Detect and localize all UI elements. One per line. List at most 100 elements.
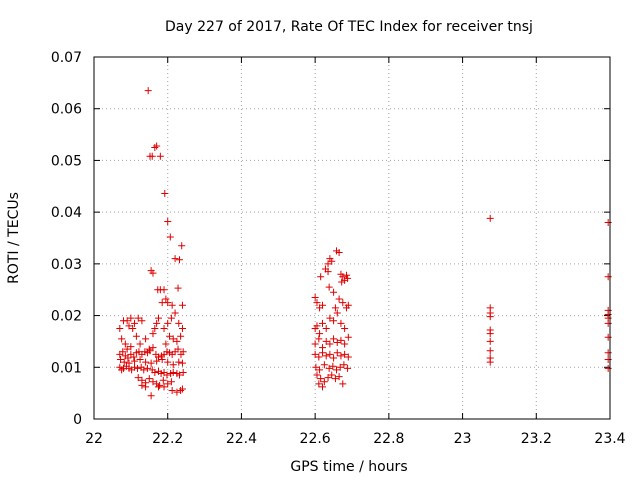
data-point: [164, 319, 172, 327]
data-point: [176, 256, 184, 264]
data-point: [604, 273, 612, 281]
data-point: [337, 336, 345, 344]
data-point: [337, 352, 345, 360]
data-point: [342, 271, 350, 279]
data-point: [338, 278, 346, 286]
y-tick-label: 0.02: [51, 309, 82, 325]
data-point: [486, 358, 494, 366]
data-point: [178, 359, 186, 367]
data-point: [123, 345, 131, 353]
data-point: [155, 353, 162, 361]
data-point: [140, 366, 148, 374]
data-point: [486, 330, 494, 338]
data-point: [156, 381, 164, 389]
data-point: [142, 383, 150, 391]
y-tick-label: 0.04: [51, 205, 82, 221]
data-point: [313, 322, 321, 330]
data-point: [311, 350, 319, 358]
data-point: [127, 314, 135, 322]
data-point: [164, 217, 172, 225]
data-point: [147, 392, 155, 400]
y-tick-label: 0: [73, 412, 82, 428]
data-point: [486, 214, 494, 222]
data-point: [149, 330, 157, 338]
data-point: [330, 317, 338, 325]
data-point: [178, 325, 186, 332]
data-point: [178, 242, 186, 250]
data-point: [333, 349, 341, 357]
data-point: [319, 349, 327, 357]
data-point: [326, 340, 334, 348]
data-point: [311, 293, 319, 301]
data-point: [136, 340, 144, 348]
data-point: [138, 317, 146, 325]
data-point: [340, 361, 348, 369]
data-point: [324, 268, 332, 276]
data-point: [149, 269, 157, 277]
data-point: [167, 314, 175, 322]
x-tick-label: 23.4: [594, 431, 625, 447]
data-point: [131, 319, 139, 327]
data-point: [341, 350, 349, 358]
data-point: [155, 314, 162, 322]
data-point: [163, 371, 171, 379]
data-point: [130, 353, 138, 361]
data-point: [162, 340, 170, 348]
data-point: [145, 345, 153, 353]
plot-frame: [93, 56, 611, 420]
data-point: [339, 380, 347, 388]
data-point: [159, 376, 167, 384]
data-point: [134, 374, 142, 382]
data-point: [311, 340, 319, 348]
data-point: [148, 152, 156, 160]
data-point: [131, 363, 139, 371]
data-point: [175, 358, 183, 366]
data-point: [164, 380, 172, 388]
data-point: [322, 325, 330, 332]
data-point: [160, 383, 168, 391]
x-tick-label: 22.8: [373, 431, 404, 447]
data-point: [178, 301, 186, 309]
data-point: [177, 332, 185, 340]
y-axis-ticks: 0 0.01 0.02 0.03 0.04 0.05 0.06 0.07: [51, 50, 610, 428]
data-point: [136, 356, 144, 364]
data-point: [339, 273, 347, 281]
data-point: [486, 313, 494, 321]
data-points: [116, 87, 612, 400]
data-point: [333, 309, 341, 317]
data-point: [164, 299, 172, 307]
data-point: [316, 366, 324, 374]
data-point: [149, 378, 157, 386]
data-point: [604, 319, 612, 327]
data-point: [144, 87, 152, 95]
data-point: [328, 257, 336, 265]
data-point: [176, 371, 184, 379]
data-point: [344, 274, 352, 282]
data-point: [123, 317, 131, 325]
data-point: [178, 385, 186, 393]
data-point: [341, 325, 349, 332]
x-axis-ticks: 22 22.2 22.4 22.6 22.8 23 23.2 23.4: [85, 57, 626, 447]
data-point: [166, 233, 174, 241]
data-point: [160, 325, 168, 332]
data-point: [341, 340, 349, 348]
data-point: [174, 345, 182, 353]
data-point: [169, 368, 177, 376]
data-point: [157, 369, 165, 377]
y-tick-label: 0.05: [51, 153, 82, 169]
data-point: [333, 338, 341, 346]
data-point: [147, 359, 155, 367]
data-point: [313, 371, 321, 379]
data-point: [132, 332, 140, 340]
data-point: [156, 152, 164, 160]
y-tick-label: 0.07: [51, 50, 82, 66]
data-point: [330, 288, 338, 296]
data-point: [158, 356, 166, 364]
data-point: [320, 378, 328, 386]
data-point: [164, 358, 172, 366]
data-point: [339, 299, 347, 307]
y-axis-label: ROTI / TECUs: [6, 192, 22, 284]
data-point: [317, 273, 325, 281]
data-point: [319, 301, 327, 309]
x-tick-label: 23.2: [521, 431, 552, 447]
